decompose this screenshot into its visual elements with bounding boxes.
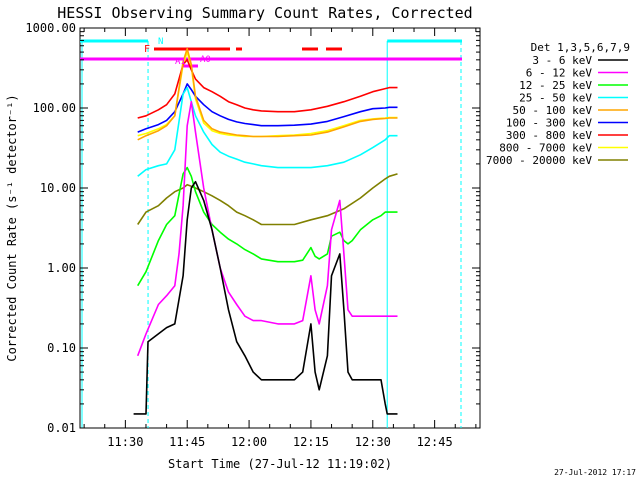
annotation-a0: A0 xyxy=(200,55,211,65)
x-axis: 11:30 11:45 12:00 12:15 12:30 12:45 xyxy=(83,28,477,449)
legend-label: 50 - 100 keV xyxy=(513,104,593,117)
y-axis-label: Corrected Count Rate (s⁻¹ detector⁻¹) xyxy=(5,94,19,361)
series-line-1 xyxy=(136,100,398,357)
legend-label: 300 - 800 keV xyxy=(506,129,592,142)
series-line-8 xyxy=(137,173,398,226)
series-line-2 xyxy=(137,166,398,287)
legend-label: 100 - 300 keV xyxy=(506,117,592,130)
chart-title: HESSI Observing Summary Count Rates, Cor… xyxy=(57,4,472,22)
series-line-0 xyxy=(133,180,398,415)
x-tick-label: 11:45 xyxy=(169,435,205,449)
series-line-5 xyxy=(137,83,398,133)
legend-label: 12 - 25 keV xyxy=(519,79,592,92)
y-tick-label: 1000.00 xyxy=(25,21,76,35)
legend-label: 25 - 50 keV xyxy=(519,92,592,105)
annotation-a1: A1 xyxy=(175,57,186,67)
x-tick-label: 12:45 xyxy=(417,435,453,449)
legend-label: 800 - 7000 keV xyxy=(499,142,592,155)
y-tick-label: 0.01 xyxy=(47,421,76,435)
y-tick-label: 100.00 xyxy=(33,101,76,115)
x-axis-label: Start Time (27-Jul-12 11:19:02) xyxy=(168,457,392,471)
annotation-n: N xyxy=(158,37,163,47)
y-axis: 0.01 0.10 1.00 10.00 100.00 1000.00 xyxy=(25,21,480,435)
series-line-4 xyxy=(137,47,398,141)
y-tick-label: 10.00 xyxy=(40,181,76,195)
x-tick-label: 12:00 xyxy=(231,435,267,449)
legend-label: 3 - 6 keV xyxy=(532,54,592,67)
legend-label: 6 - 12 keV xyxy=(526,67,593,80)
instrument-state-bands xyxy=(80,39,462,428)
legend-title: Det 1,3,5,6,7,9 xyxy=(531,41,630,54)
series-layer xyxy=(133,47,398,415)
x-tick-label: 12:30 xyxy=(355,435,391,449)
x-tick-label: 11:30 xyxy=(107,435,143,449)
x-tick-label: 12:15 xyxy=(293,435,329,449)
y-tick-label: 0.10 xyxy=(47,341,76,355)
legend-label: 7000 - 20000 keV xyxy=(486,154,592,167)
plot-frame xyxy=(79,27,481,429)
footer-timestamp: 27-Jul-2012 17:17 xyxy=(554,468,636,477)
series-line-6 xyxy=(137,58,398,119)
annotation-f: F xyxy=(144,44,150,55)
y-tick-label: 1.00 xyxy=(47,261,76,275)
series-line-3 xyxy=(137,86,398,177)
